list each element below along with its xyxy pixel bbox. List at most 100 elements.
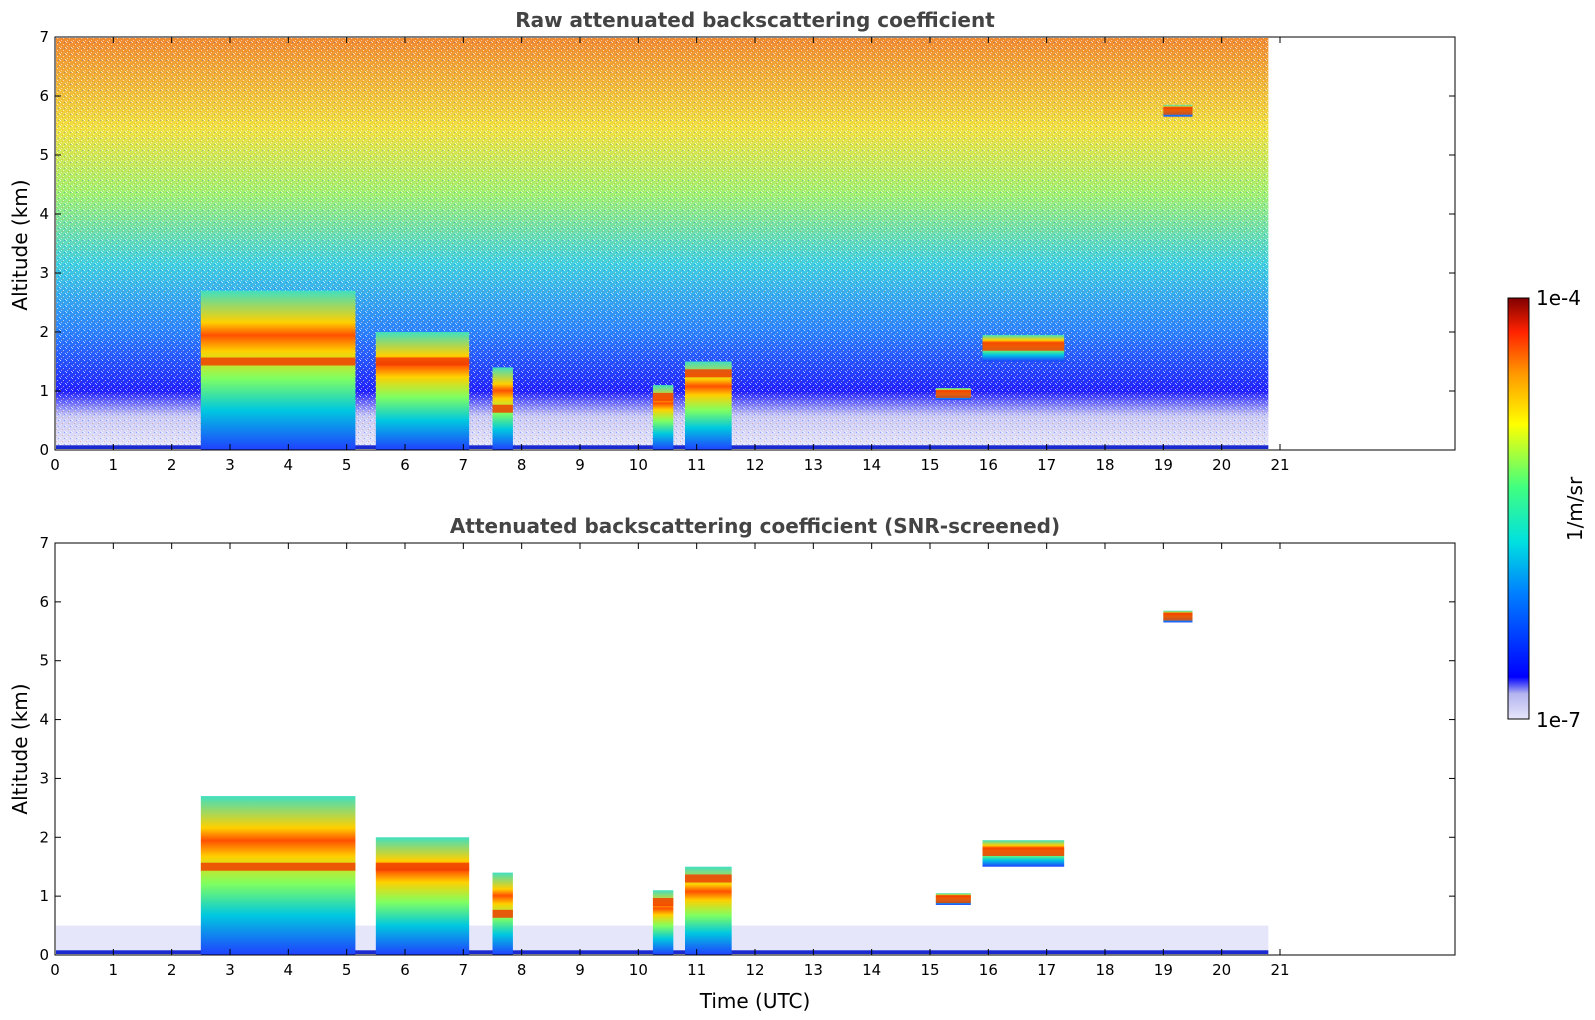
cloud-peak-3 (652, 898, 674, 907)
x-tick-label: 18 (1095, 456, 1114, 474)
cloud-feature-1 (375, 837, 470, 955)
cloud-peak-0 (200, 862, 356, 871)
cloud-peak-6 (982, 848, 1065, 856)
cloud-peak-7 (1163, 612, 1193, 621)
y-tick-label: 6 (39, 87, 49, 105)
x-tick-label: 2 (167, 456, 177, 474)
chart-title: Raw attenuated backscattering coefficien… (515, 8, 995, 32)
cloud-peak-5 (935, 895, 971, 904)
x-tick-label: 8 (517, 456, 527, 474)
x-tick-label: 21 (1270, 456, 1289, 474)
cloud-peak-1 (375, 862, 470, 871)
heatmap-raw (56, 38, 1269, 450)
y-tick-label: 0 (39, 946, 49, 964)
x-tick-label: 21 (1270, 961, 1289, 979)
x-tick-label: 2 (167, 961, 177, 979)
x-axis-ticks: 0 1 2 3 4 5 6 7 8 9 10 11 12 13 14 15 16 17 18 19 20 21 (50, 543, 1290, 979)
y-tick-label: 7 (39, 28, 49, 46)
x-tick-label: 11 (687, 961, 706, 979)
y-tick-label: 6 (39, 593, 49, 611)
panel-screened: Attenuated backscattering coefficient (S… (8, 514, 1456, 1013)
x-tick-label: 16 (979, 456, 998, 474)
x-tick-label: 20 (1212, 961, 1231, 979)
x-tick-label: 1 (109, 961, 119, 979)
x-tick-label: 6 (400, 456, 410, 474)
cloud-feature-0 (200, 290, 356, 450)
cloud-peak-0 (200, 357, 356, 366)
y-tick-label: 3 (39, 264, 49, 282)
y-tick-label: 1 (39, 382, 49, 400)
cloud-peak-3 (652, 392, 674, 401)
x-tick-label: 5 (342, 961, 352, 979)
x-tick-label: 17 (1037, 456, 1056, 474)
x-tick-label: 15 (920, 456, 939, 474)
cloud-feature-3 (652, 385, 674, 450)
x-tick-label: 3 (225, 961, 235, 979)
x-tick-label: 7 (459, 456, 469, 474)
x-tick-label: 20 (1212, 456, 1231, 474)
y-axis-ticks: 0 1 2 3 4 5 6 7 (39, 28, 1455, 459)
colorbar-unit-label: 1/m/sr (1563, 476, 1587, 541)
x-tick-label: 10 (629, 456, 648, 474)
chart-title: Attenuated backscattering coefficient (S… (450, 514, 1060, 538)
x-tick-label: 14 (862, 961, 881, 979)
x-tick-label: 11 (687, 456, 706, 474)
x-tick-label: 4 (284, 961, 294, 979)
y-tick-label: 2 (39, 323, 49, 341)
x-tick-label: 6 (400, 961, 410, 979)
cloud-peak-5 (935, 389, 971, 398)
x-tick-label: 12 (745, 456, 764, 474)
x-tick-label: 8 (517, 961, 527, 979)
y-axis-label: Altitude (km) (8, 683, 32, 814)
y-tick-label: 4 (39, 711, 49, 729)
cloud-peak-7 (1163, 106, 1193, 115)
x-tick-label: 1 (109, 456, 119, 474)
y-tick-label: 5 (39, 652, 49, 670)
x-tick-label: 18 (1095, 961, 1114, 979)
x-tick-label: 12 (745, 961, 764, 979)
x-tick-label: 7 (459, 961, 469, 979)
x-tick-label: 9 (575, 456, 585, 474)
cloud-peak-4 (685, 874, 732, 883)
cloud-peak-1 (375, 357, 470, 366)
x-tick-label: 19 (1154, 961, 1173, 979)
colorbar-max-label: 1e-4 (1536, 286, 1581, 310)
x-tick-label: 13 (804, 961, 823, 979)
x-tick-label: 19 (1154, 456, 1173, 474)
y-tick-label: 7 (39, 534, 49, 552)
cloud-peak-2 (492, 404, 513, 413)
x-tick-label: 16 (979, 961, 998, 979)
x-tick-label: 3 (225, 456, 235, 474)
cloud-peak-6 (982, 342, 1065, 351)
heatmap-screened (56, 610, 1269, 955)
y-tick-label: 4 (39, 205, 49, 223)
x-tick-label: 14 (862, 456, 881, 474)
x-tick-label: 0 (50, 961, 60, 979)
x-tick-label: 4 (284, 456, 294, 474)
y-tick-label: 0 (39, 441, 49, 459)
y-axis-ticks: 0 1 2 3 4 5 6 7 (39, 534, 1455, 964)
colorbar: 1e-4 1e-7 1/m/sr (1507, 286, 1587, 732)
x-tick-label: 17 (1037, 961, 1056, 979)
colorbar-gradient (1507, 297, 1530, 720)
x-tick-label: 10 (629, 961, 648, 979)
x-tick-label: 13 (804, 456, 823, 474)
y-tick-label: 3 (39, 769, 49, 787)
y-axis-label: Altitude (km) (8, 179, 32, 310)
cloud-peak-4 (685, 369, 732, 378)
panel-raw: Raw attenuated backscattering coefficien… (8, 8, 1456, 474)
cloud-feature-3 (652, 890, 674, 955)
y-tick-label: 5 (39, 146, 49, 164)
x-tick-label: 5 (342, 456, 352, 474)
x-tick-label: 9 (575, 961, 585, 979)
y-tick-label: 1 (39, 887, 49, 905)
cloud-peak-2 (492, 909, 513, 918)
x-tick-label: 0 (50, 456, 60, 474)
x-tick-label: 15 (920, 961, 939, 979)
cloud-feature-1 (375, 332, 470, 450)
cloud-feature-0 (200, 796, 356, 955)
colorbar-min-label: 1e-7 (1536, 708, 1581, 732)
y-tick-label: 2 (39, 828, 49, 846)
x-axis-label: Time (UTC) (699, 989, 811, 1013)
